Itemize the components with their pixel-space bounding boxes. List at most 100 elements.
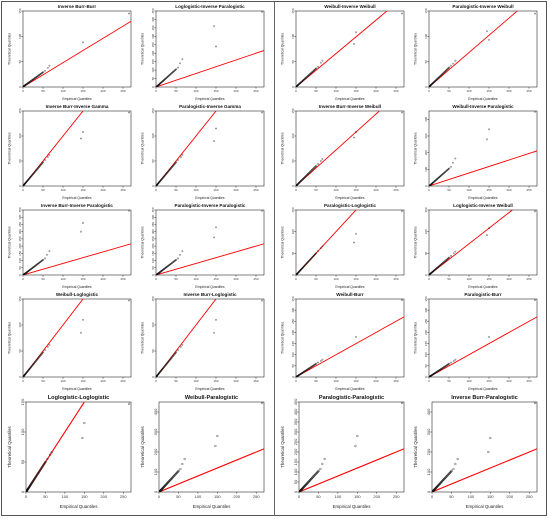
data-point	[534, 210, 536, 213]
data-point	[315, 67, 318, 70]
data-point	[452, 360, 455, 362]
qq-plot-panel: Loglogistic-Inverse Paralogistic 0 50 100 15…	[139, 2, 269, 102]
data-point	[260, 402, 264, 405]
data-point	[215, 226, 217, 229]
data-point	[450, 166, 452, 168]
x-tick-label: 150	[487, 494, 494, 499]
x-tick-label: 250	[120, 379, 125, 383]
y-axis-label: Theoretical Quantiles	[141, 33, 145, 65]
y-tick-label: 400	[151, 214, 155, 219]
data-point	[215, 318, 217, 321]
plot-box	[155, 209, 265, 276]
x-tick-label: 100	[333, 379, 338, 383]
qq-plot-svg: Weibull-Inverse Weibull 0 50 100 150 200 250 0 5…	[281, 4, 405, 101]
x-axis-label: Empirical Quantiles	[335, 285, 365, 289]
y-axis-label: Theoretical Quantiles	[281, 322, 285, 354]
plot-box	[295, 110, 405, 187]
y-tick-label: 150	[18, 8, 22, 13]
reference-line	[296, 316, 404, 377]
plot-title: Weibull-Burr	[336, 292, 364, 297]
data-point	[179, 346, 182, 348]
x-tick-label: 150	[81, 494, 88, 499]
y-tick-label: 250	[424, 318, 428, 323]
reference-line	[429, 11, 518, 87]
data-point	[454, 157, 457, 160]
x-tick-label: 150	[213, 89, 218, 93]
x-tick-label: 250	[393, 277, 398, 281]
plot-box	[155, 10, 265, 88]
x-tick-label: 250	[253, 188, 258, 192]
plot-title: Weibull-Inverse Weibull	[324, 4, 375, 9]
y-tick-label: 50	[424, 251, 428, 255]
y-tick-label: 0	[18, 376, 22, 378]
data-point	[489, 436, 492, 440]
data-point	[261, 299, 263, 302]
data-point	[181, 462, 184, 466]
qq-plot-panel: Weibull-Paralogistic 0 50 100 150 200 250 0 100 2…	[139, 392, 269, 510]
plot-box	[428, 110, 538, 187]
data-point	[128, 111, 130, 114]
y-tick-label: 0	[151, 86, 155, 88]
y-tick-label: 50	[151, 77, 155, 81]
plot-title: Inverse Burr-Loglogistic	[183, 292, 237, 297]
x-tick-label: 0	[22, 277, 24, 281]
data-point	[452, 252, 455, 255]
plot-title: Inverse Burr-Inverse Weibull	[319, 104, 381, 109]
x-tick-label: 0	[25, 494, 28, 499]
plot-box	[22, 10, 132, 88]
data-point	[42, 71, 45, 73]
x-tick-label: 150	[486, 188, 491, 192]
x-tick-label: 200	[233, 89, 238, 93]
y-tick-label: 50	[151, 266, 155, 270]
qq-plot-svg: Inverse Burr-Inverse Paralogistic 0 50 100 1…	[8, 203, 132, 289]
data-point	[179, 156, 182, 158]
x-tick-label: 50	[316, 494, 321, 499]
x-tick-label: 0	[22, 89, 24, 93]
plot-title: Paralogistic-Inverse Paralogistic	[175, 203, 246, 208]
x-axis-label: Empirical Quantiles	[466, 504, 505, 509]
data-point	[438, 76, 441, 78]
y-tick-label: 100	[424, 167, 428, 172]
y-tick-label: 0	[153, 490, 158, 493]
x-tick-label: 0	[155, 89, 157, 93]
data-point	[355, 131, 357, 133]
data-point	[304, 175, 307, 178]
data-point	[355, 336, 357, 338]
data-point	[354, 444, 357, 448]
data-point	[321, 158, 324, 160]
y-axis-label: Theoretical Quantiles	[8, 226, 12, 258]
data-point	[128, 210, 130, 212]
x-tick-label: 250	[253, 379, 258, 383]
data-point	[261, 11, 263, 13]
x-tick-label: 0	[295, 379, 297, 383]
x-tick-label: 100	[466, 188, 471, 192]
x-tick-label: 150	[80, 277, 85, 281]
y-axis-label: Theoretical Quantiles	[8, 33, 12, 65]
plot-title: Inverse Burr-Burr	[58, 4, 97, 9]
x-tick-label: 250	[120, 89, 125, 93]
x-tick-label: 100	[333, 188, 338, 192]
data-point	[46, 253, 48, 256]
y-tick-label: 50	[18, 266, 22, 270]
qq-plot-svg: Inverse Burr-Inverse Weibull 0 50 100 150 200…	[281, 104, 405, 200]
x-tick-label: 100	[193, 89, 198, 93]
x-tick-label: 200	[233, 494, 240, 499]
reference-line	[23, 20, 131, 87]
x-tick-label: 100	[60, 188, 65, 192]
x-tick-label: 200	[506, 89, 511, 93]
plot-box	[155, 110, 265, 187]
y-tick-label: 400	[293, 408, 298, 415]
data-point	[181, 58, 184, 60]
data-point	[452, 161, 454, 164]
x-tick-label: 100	[468, 494, 475, 499]
y-tick-label: 0	[426, 490, 431, 493]
data-point	[214, 444, 217, 448]
x-tick-label: 100	[466, 379, 471, 383]
y-tick-label: 100	[291, 229, 295, 234]
data-point	[80, 230, 82, 233]
data-point	[46, 156, 49, 158]
plot-box	[428, 298, 538, 378]
y-tick-label: 150	[151, 251, 155, 256]
data-point	[321, 245, 324, 248]
x-tick-label: 50	[174, 277, 178, 281]
